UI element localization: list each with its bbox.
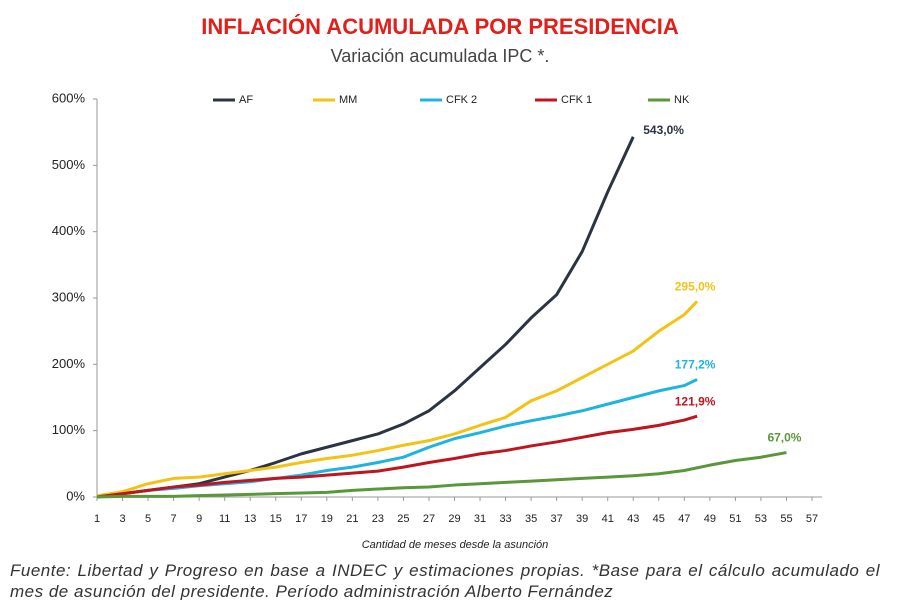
chart: INFLACIÓN ACUMULADA POR PRESIDENCIA Vari…	[52, 14, 822, 551]
end-label: 295,0%	[675, 279, 716, 293]
x-tick-label: 43	[627, 513, 639, 525]
x-tick-label: 23	[372, 513, 384, 525]
x-tick-label: 47	[678, 513, 690, 525]
x-tick-label: 37	[551, 513, 563, 525]
x-tick-label: 39	[576, 513, 588, 525]
x-tick-label: 11	[219, 513, 230, 525]
x-tick-label: 33	[499, 513, 511, 525]
x-tick-label: 15	[270, 513, 282, 525]
y-tick-label: 400%	[52, 223, 86, 238]
x-axis-title: Cantidad de meses desde la asunción	[362, 539, 549, 551]
x-tick-label: 7	[171, 513, 177, 525]
x-tick-label: 53	[755, 513, 767, 525]
x-tick-label: 19	[321, 513, 333, 525]
legend-label: CFK 1	[561, 94, 592, 106]
legend-label: CFK 2	[446, 94, 477, 106]
x-tick-label: 45	[653, 513, 665, 525]
x-tick-label: 3	[119, 513, 125, 525]
x-tick-label: 25	[397, 513, 409, 525]
x-tick-label: 57	[806, 513, 818, 525]
y-tick-label: 600%	[52, 90, 86, 105]
chart-subtitle: Variación acumulada IPC *.	[331, 46, 550, 66]
end-label: 67,0%	[767, 431, 801, 445]
end-label: 177,2%	[675, 358, 716, 372]
x-tick-label: 51	[729, 513, 741, 525]
series-line	[96, 378, 698, 499]
x-tick-label: 13	[244, 513, 256, 525]
legend-label: AF	[239, 94, 253, 106]
series-line	[96, 451, 787, 499]
chart-title: INFLACIÓN ACUMULADA POR PRESIDENCIA	[201, 14, 679, 39]
end-label: 121,9%	[675, 394, 716, 408]
x-tick-label: 9	[196, 513, 202, 525]
series-line	[96, 300, 699, 498]
end-label: 543,0%	[643, 123, 684, 137]
x-tick-label: 1	[94, 513, 100, 525]
y-tick-label: 100%	[52, 422, 86, 437]
legend-label: NK	[674, 94, 690, 106]
y-tick-label: 200%	[52, 356, 86, 371]
y-tick-label: 0%	[66, 488, 85, 503]
x-tick-label: 35	[525, 513, 537, 525]
x-tick-label: 21	[346, 513, 358, 525]
y-tick-label: 500%	[52, 157, 86, 172]
y-tick-label: 300%	[52, 289, 86, 304]
source-note: Fuente: Libertad y Progreso en base a IN…	[10, 561, 880, 600]
x-tick-label: 31	[474, 513, 486, 525]
x-tick-label: 49	[704, 513, 716, 525]
x-tick-label: 27	[423, 513, 435, 525]
series-line	[96, 414, 698, 499]
x-tick-label: 41	[602, 513, 614, 525]
x-tick-label: 17	[295, 513, 307, 525]
x-tick-label: 5	[145, 513, 151, 525]
x-tick-label: 55	[780, 513, 792, 525]
x-tick-label: 29	[448, 513, 460, 525]
legend-label: MM	[339, 94, 357, 106]
